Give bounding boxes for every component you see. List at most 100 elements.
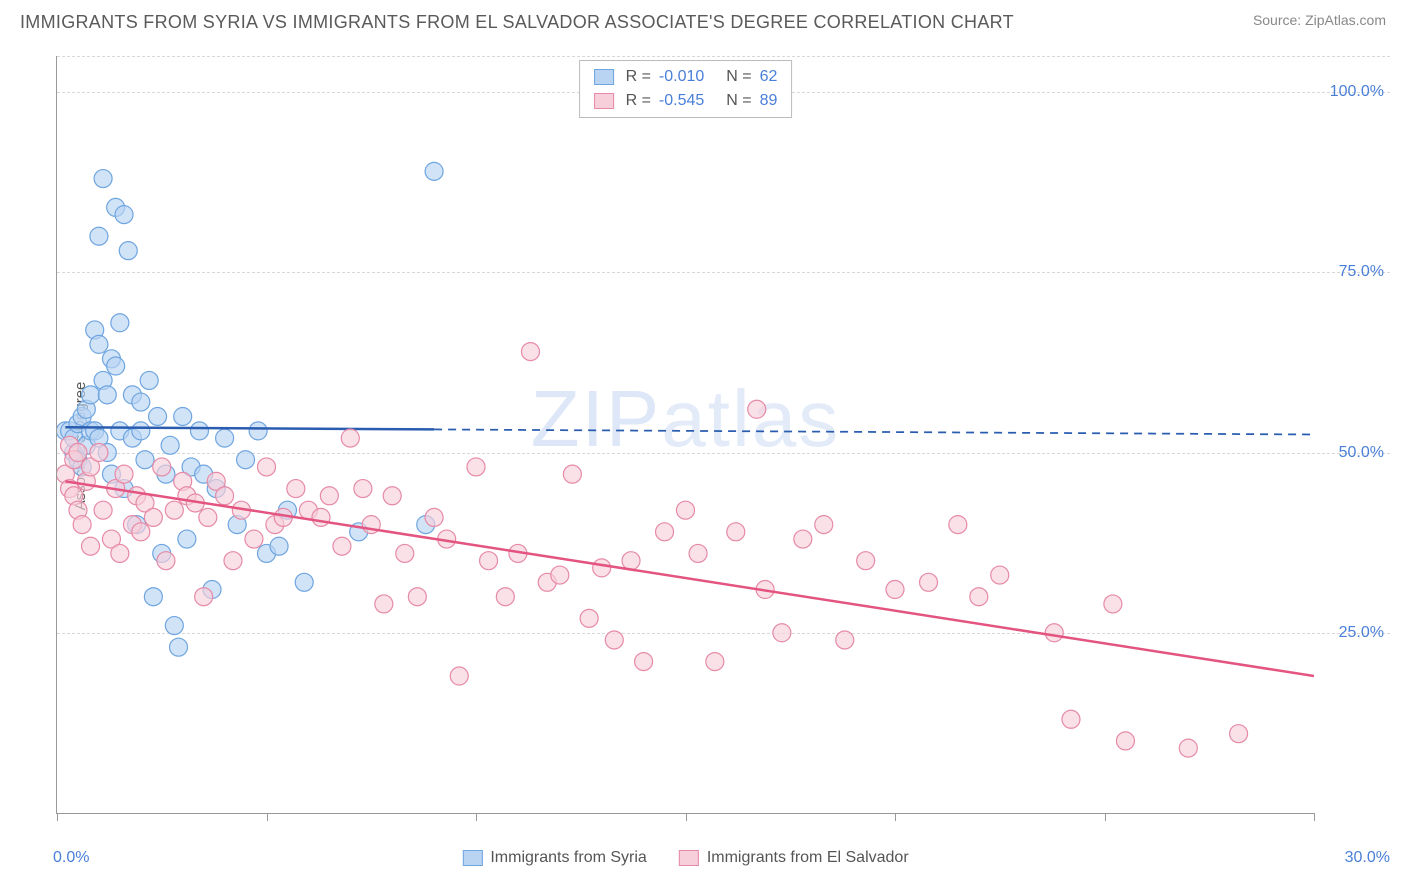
scatter-point-elsalvador — [551, 566, 569, 584]
swatch-syria — [462, 850, 482, 866]
scatter-point-elsalvador — [115, 465, 133, 483]
scatter-point-elsalvador — [593, 559, 611, 577]
scatter-point-elsalvador — [1062, 710, 1080, 728]
y-tick-label: 100.0% — [1330, 83, 1384, 101]
scatter-point-elsalvador — [425, 508, 443, 526]
scatter-point-elsalvador — [836, 631, 854, 649]
scatter-point-elsalvador — [199, 508, 217, 526]
scatter-point-syria — [174, 407, 192, 425]
scatter-point-syria — [425, 162, 443, 180]
scatter-point-elsalvador — [224, 552, 242, 570]
scatter-point-elsalvador — [970, 588, 988, 606]
chart-area: Associate's Degree ZIPatlas R = -0.010 N… — [46, 48, 1390, 844]
y-tick-label: 75.0% — [1339, 263, 1384, 281]
scatter-point-elsalvador — [287, 480, 305, 498]
scatter-point-elsalvador — [157, 552, 175, 570]
scatter-point-syria — [149, 407, 167, 425]
scatter-point-elsalvador — [920, 573, 938, 591]
scatter-point-elsalvador — [773, 624, 791, 642]
scatter-point-elsalvador — [563, 465, 581, 483]
scatter-point-elsalvador — [656, 523, 674, 541]
scatter-point-elsalvador — [258, 458, 276, 476]
x-tick — [686, 813, 687, 821]
scatter-point-elsalvador — [815, 516, 833, 534]
scatter-point-elsalvador — [396, 544, 414, 562]
scatter-point-elsalvador — [748, 400, 766, 418]
scatter-point-elsalvador — [521, 343, 539, 361]
chart-title: IMMIGRANTS FROM SYRIA VS IMMIGRANTS FROM… — [20, 12, 1014, 33]
scatter-point-elsalvador — [216, 487, 234, 505]
swatch-elsalvador — [594, 93, 614, 109]
scatter-point-syria — [132, 422, 150, 440]
scatter-point-syria — [190, 422, 208, 440]
scatter-point-elsalvador — [689, 544, 707, 562]
series-name-elsalvador: Immigrants from El Salvador — [707, 849, 909, 867]
plot-svg — [57, 56, 1314, 813]
scatter-point-elsalvador — [794, 530, 812, 548]
scatter-point-syria — [249, 422, 267, 440]
scatter-point-syria — [111, 314, 129, 332]
r-value-syria: -0.010 — [659, 65, 704, 89]
scatter-point-elsalvador — [949, 516, 967, 534]
trendline-dash-syria — [434, 429, 1314, 434]
x-tick — [57, 813, 58, 821]
scatter-point-elsalvador — [467, 458, 485, 476]
legend-series: Immigrants from Syria Immigrants from El… — [462, 849, 908, 867]
scatter-point-elsalvador — [94, 501, 112, 519]
scatter-point-elsalvador — [991, 566, 1009, 584]
x-tick — [267, 813, 268, 821]
scatter-point-syria — [136, 451, 154, 469]
source-attribution: Source: ZipAtlas.com — [1253, 12, 1386, 28]
x-max-label: 30.0% — [1345, 849, 1390, 867]
swatch-syria — [594, 69, 614, 85]
legend-item-elsalvador: Immigrants from El Salvador — [679, 849, 909, 867]
n-label: N = — [726, 89, 751, 113]
scatter-point-elsalvador — [580, 609, 598, 627]
scatter-point-elsalvador — [1230, 725, 1248, 743]
scatter-point-elsalvador — [677, 501, 695, 519]
scatter-point-elsalvador — [333, 537, 351, 555]
scatter-point-syria — [94, 170, 112, 188]
scatter-point-elsalvador — [132, 523, 150, 541]
y-tick-label: 25.0% — [1339, 624, 1384, 642]
series-name-syria: Immigrants from Syria — [490, 849, 646, 867]
x-tick — [895, 813, 896, 821]
n-value-elsalvador: 89 — [760, 89, 778, 113]
scatter-point-syria — [107, 357, 125, 375]
legend-stats-row-elsalvador: R = -0.545 N = 89 — [594, 89, 778, 113]
scatter-point-elsalvador — [622, 552, 640, 570]
r-label: R = — [626, 89, 651, 113]
scatter-point-elsalvador — [635, 653, 653, 671]
scatter-point-elsalvador — [727, 523, 745, 541]
scatter-point-syria — [140, 371, 158, 389]
scatter-point-syria — [115, 206, 133, 224]
scatter-point-elsalvador — [383, 487, 401, 505]
r-label: R = — [626, 65, 651, 89]
scatter-point-syria — [90, 335, 108, 353]
n-label: N = — [726, 65, 751, 89]
scatter-point-syria — [178, 530, 196, 548]
scatter-point-elsalvador — [1179, 739, 1197, 757]
scatter-point-syria — [82, 386, 100, 404]
scatter-point-syria — [216, 429, 234, 447]
scatter-point-syria — [295, 573, 313, 591]
swatch-elsalvador — [679, 850, 699, 866]
scatter-point-elsalvador — [320, 487, 338, 505]
source-label: Source: — [1253, 12, 1305, 28]
scatter-point-elsalvador — [1104, 595, 1122, 613]
scatter-point-elsalvador — [375, 595, 393, 613]
scatter-point-elsalvador — [195, 588, 213, 606]
source-value: ZipAtlas.com — [1305, 12, 1386, 28]
scatter-point-elsalvador — [1045, 624, 1063, 642]
scatter-point-elsalvador — [312, 508, 330, 526]
scatter-point-elsalvador — [496, 588, 514, 606]
scatter-point-elsalvador — [245, 530, 263, 548]
scatter-point-syria — [119, 242, 137, 260]
scatter-point-elsalvador — [341, 429, 359, 447]
scatter-point-syria — [98, 386, 116, 404]
scatter-point-elsalvador — [111, 544, 129, 562]
legend-stats: R = -0.010 N = 62 R = -0.545 N = 89 — [579, 60, 793, 118]
x-tick — [1105, 813, 1106, 821]
scatter-point-syria — [161, 436, 179, 454]
scatter-point-elsalvador — [144, 508, 162, 526]
